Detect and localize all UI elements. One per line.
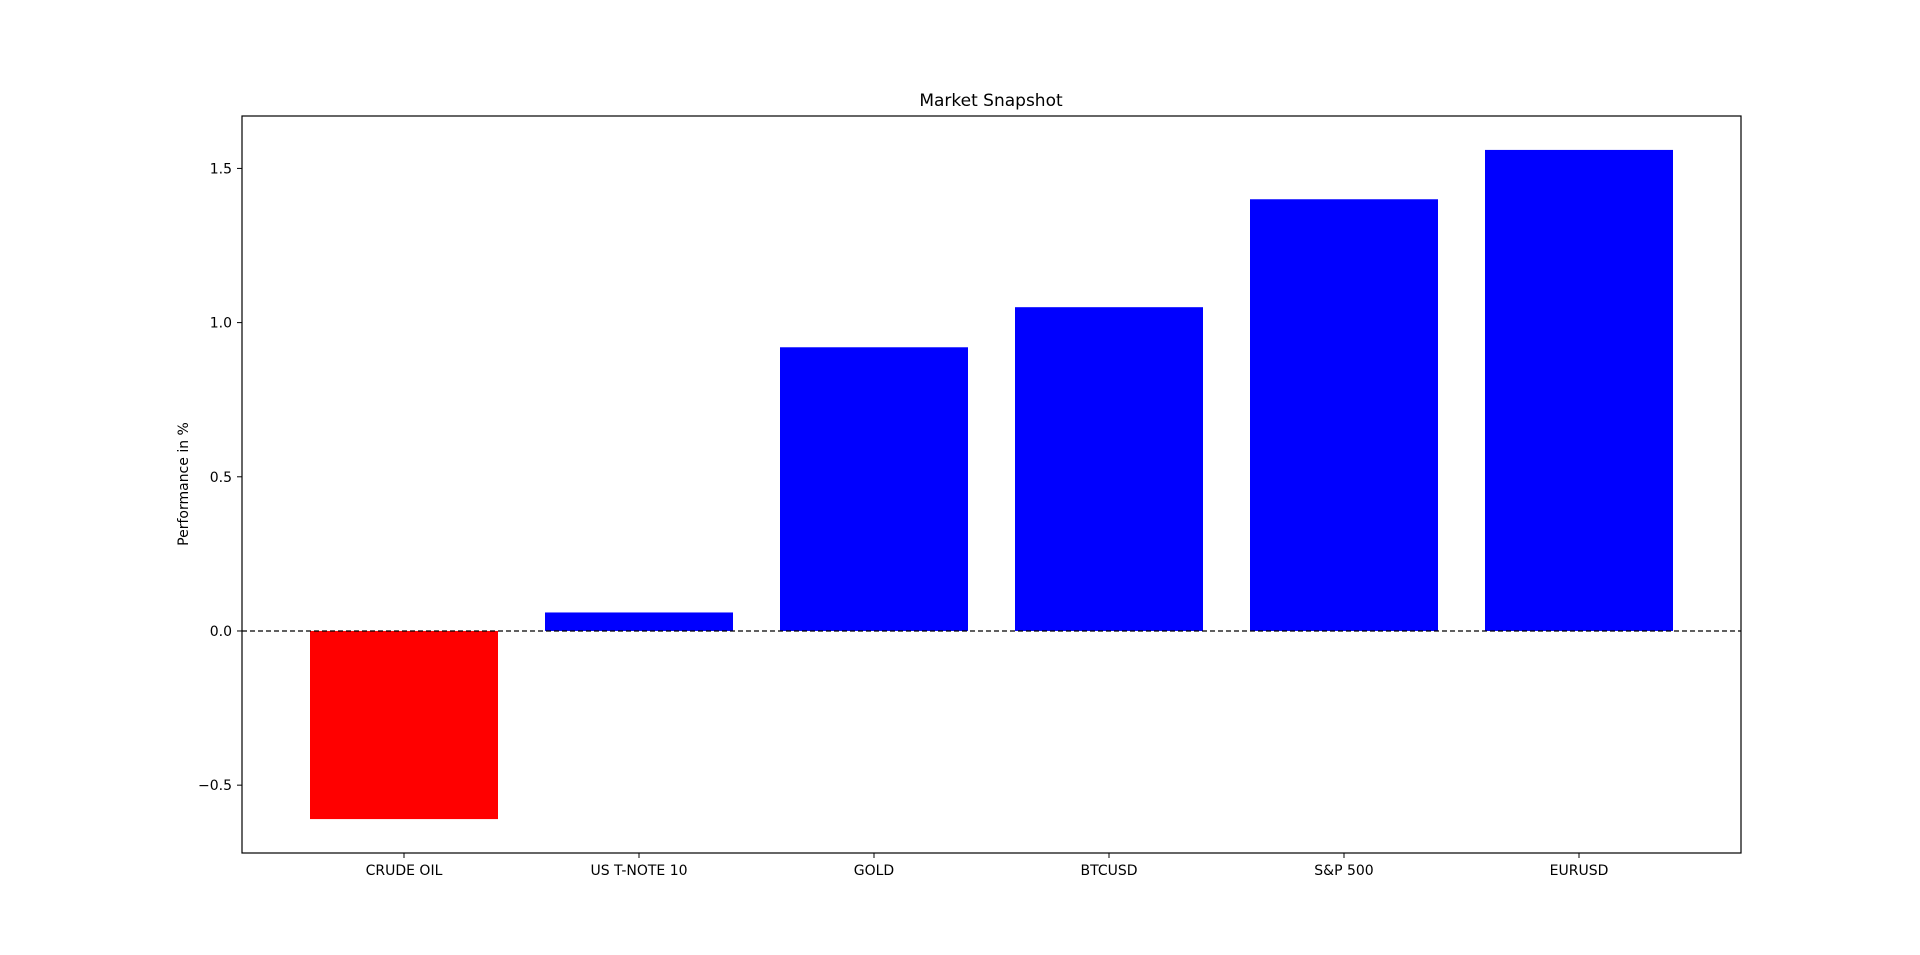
y-tick-label: 1.5 [210,161,232,177]
y-axis-ticks: −0.5 0.0 0.5 1.0 1.5 [198,161,242,794]
plot-frame [241,115,1742,854]
chart-title: Market Snapshot [919,91,1063,111]
x-tick-label: BTCUSD [1080,863,1137,879]
bar [1485,149,1673,631]
bar [780,347,968,631]
y-axis-label: Performance in % [176,422,192,546]
y-tick-label: −0.5 [198,778,232,794]
y-tick-label: 1.0 [210,316,232,332]
bars-group [310,149,1673,820]
x-tick-label: US T-NOTE 10 [590,863,687,879]
x-tick-label: S&P 500 [1314,863,1373,879]
bar [1015,307,1203,631]
y-tick-label: 0.5 [210,470,232,486]
bar [545,612,733,631]
x-tick-label: GOLD [854,863,894,879]
x-axis-ticks: CRUDE OIL US T-NOTE 10 GOLD BTCUSD S&P 500 EU… [366,853,1609,879]
bar [1250,199,1438,631]
bar [310,630,498,820]
x-tick-label: CRUDE OIL [366,863,443,879]
x-tick-label: EURUSD [1550,863,1609,879]
y-tick-label: 0.0 [210,624,232,640]
